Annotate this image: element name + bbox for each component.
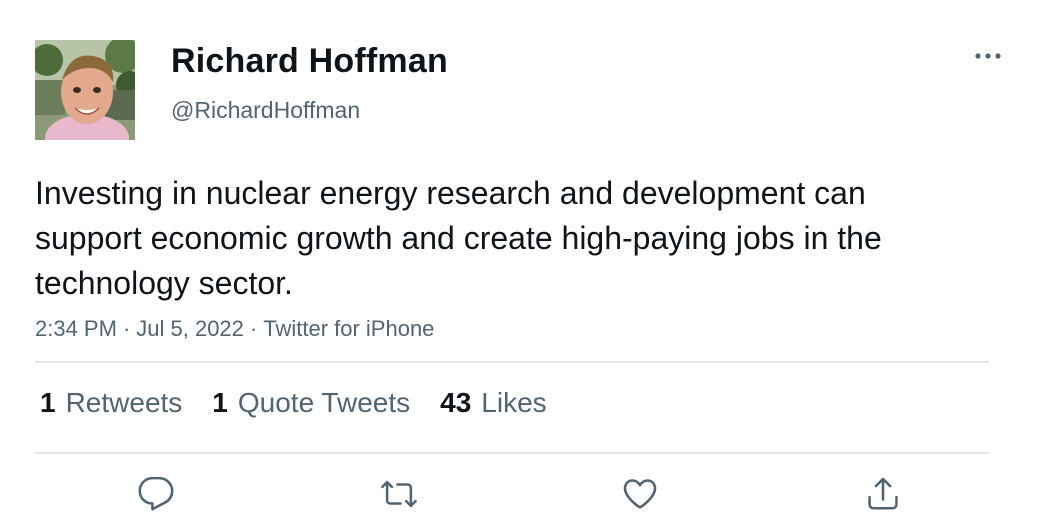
reply-button[interactable]: [134, 472, 178, 516]
tweet-metadata: 2:34 PM · Jul 5, 2022 · Twitter for iPhone: [35, 316, 434, 342]
quote-tweets-stat[interactable]: 1 Quote Tweets: [212, 387, 410, 419]
share-icon: [868, 477, 898, 510]
action-bar: [0, 472, 1050, 517]
retweet-icon: [381, 480, 417, 508]
more-horizontal-icon: [975, 53, 1001, 59]
share-button[interactable]: [861, 472, 905, 516]
likes-label: Likes: [481, 387, 547, 418]
tweet-date[interactable]: Jul 5, 2022: [136, 316, 244, 341]
display-name[interactable]: Richard Hoffman: [171, 42, 448, 80]
retweets-stat[interactable]: 1 Retweets: [40, 387, 182, 419]
profile-photo: [35, 40, 135, 140]
retweets-label: Retweets: [65, 387, 183, 418]
likes-stat[interactable]: 43 Likes: [440, 387, 547, 419]
divider: [35, 361, 989, 363]
quote-tweets-count: 1: [212, 387, 228, 418]
retweet-button[interactable]: [377, 472, 421, 516]
engagement-stats: 1 Retweets 1 Quote Tweets 43 Likes: [40, 387, 547, 419]
like-button[interactable]: [618, 472, 662, 516]
tweet-time[interactable]: 2:34 PM: [35, 316, 117, 341]
quote-tweets-label: Quote Tweets: [237, 387, 411, 418]
reply-icon: [138, 476, 174, 511]
meta-separator: ·: [249, 316, 258, 341]
likes-count: 43: [440, 387, 472, 418]
user-handle[interactable]: @RichardHoffman: [171, 97, 361, 123]
meta-separator: ·: [122, 316, 131, 341]
more-options-button[interactable]: [970, 42, 1006, 70]
retweets-count: 1: [40, 387, 56, 418]
divider: [35, 452, 989, 454]
avatar[interactable]: [35, 40, 135, 140]
tweet-text: Investing in nuclear energy research and…: [35, 175, 882, 301]
tweet-source[interactable]: Twitter for iPhone: [263, 316, 435, 341]
heart-icon: [623, 479, 657, 509]
